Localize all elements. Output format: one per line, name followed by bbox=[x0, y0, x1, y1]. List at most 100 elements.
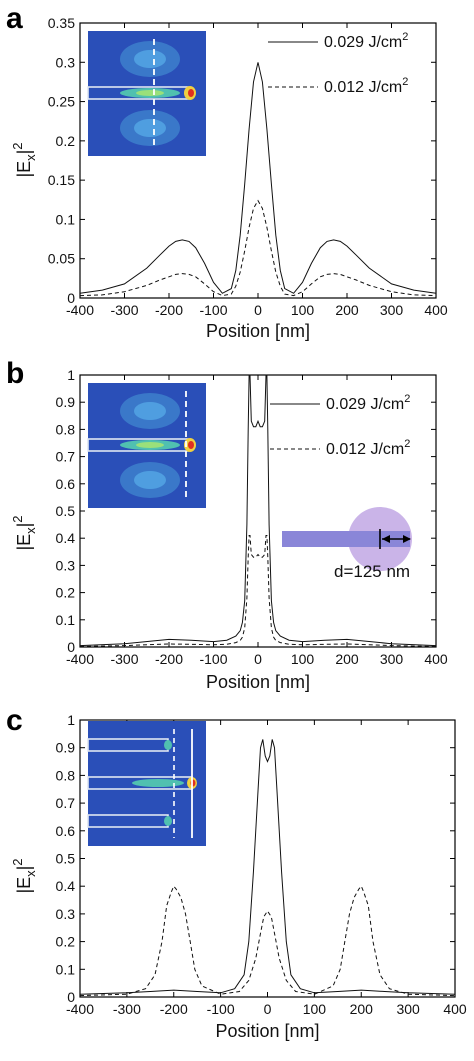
tip-schematic: d=125 nm bbox=[282, 507, 412, 581]
y-tick-label: 0.25 bbox=[48, 94, 75, 110]
legend-label-text: 0.029 J/cm bbox=[324, 34, 402, 51]
chart-b: b -400 -300 -200 -100 0 100 200 300 400 0 0.1 0.2 0.3… bbox=[6, 357, 448, 692]
x-tick-label: -200 bbox=[160, 1001, 188, 1017]
y-tick-label: 0.6 bbox=[56, 823, 76, 839]
y-tick-label: 0.5 bbox=[56, 851, 76, 867]
y-axis-title-base: |E bbox=[14, 161, 34, 178]
inset-lobe-bottom-core bbox=[134, 471, 166, 489]
y-tick-label: 0.1 bbox=[56, 211, 76, 227]
series-line-dashed bbox=[79, 535, 437, 647]
x-tick-label: 200 bbox=[335, 302, 359, 318]
y-tick-label: 0.05 bbox=[48, 251, 75, 267]
x-tick-label: 300 bbox=[380, 651, 404, 667]
x-tick-label: 100 bbox=[291, 651, 315, 667]
series-line-solid bbox=[79, 62, 437, 294]
y-tick-label: 0.5 bbox=[56, 503, 76, 519]
y-axis-title: |Ex|2 bbox=[10, 142, 38, 177]
wire-bar bbox=[282, 531, 410, 547]
dimension-label: d=125 nm bbox=[334, 562, 410, 581]
x-tick-label: 100 bbox=[303, 1001, 327, 1017]
x-tick-label: -100 bbox=[207, 1001, 235, 1017]
y-tick-label: 0.1 bbox=[56, 961, 76, 977]
x-tick-label: -400 bbox=[66, 302, 94, 318]
legend-label-sup: 2 bbox=[402, 76, 408, 88]
y-axis-title-text: |Ex|2 bbox=[10, 858, 38, 893]
series-line-solid bbox=[79, 739, 456, 995]
panel-letter: c bbox=[6, 706, 23, 737]
inset-tip-3 bbox=[164, 816, 172, 826]
x-tick-label: -100 bbox=[199, 651, 227, 667]
panel-a: a -400 -300 -200 -100 0 100 200 300 400 0 0.05 0.1 0.… bbox=[0, 0, 474, 353]
legend-label-sup: 2 bbox=[402, 31, 408, 43]
arrowhead-right bbox=[403, 535, 411, 543]
y-tick-label: 0.2 bbox=[56, 133, 76, 149]
y-tick-label: 0.7 bbox=[56, 449, 76, 465]
series-line-dashed bbox=[79, 885, 456, 997]
chart-c: c -400 -300 -200 -100 0 100 200 300 400 0 0.1 0.2 0.3… bbox=[6, 706, 467, 1041]
y-axis-title-base: |E bbox=[14, 534, 34, 551]
y-tick-label: 0.2 bbox=[56, 585, 76, 601]
x-axis-title: Position [nm] bbox=[206, 321, 310, 341]
legend-label-sup: 2 bbox=[404, 393, 410, 405]
legend-label-text: 0.012 J/cm bbox=[324, 79, 402, 96]
legend-label: 0.012 J/cm2 bbox=[324, 76, 408, 96]
x-tick-label: 100 bbox=[291, 302, 315, 318]
x-tick-label: 300 bbox=[380, 302, 404, 318]
x-tick-label: 0 bbox=[254, 302, 262, 318]
panel-letter: b bbox=[6, 357, 24, 390]
arrowhead-left bbox=[382, 535, 390, 543]
panel-letter: a bbox=[6, 2, 23, 35]
y-axis-title-sub: x bbox=[23, 527, 38, 534]
x-tick-label: -400 bbox=[66, 1001, 94, 1017]
legend-label-text: 0.029 J/cm bbox=[326, 396, 404, 413]
x-tick-label: -200 bbox=[155, 302, 183, 318]
y-tick-label: 0.8 bbox=[56, 421, 76, 437]
inset-field-map bbox=[87, 721, 206, 846]
inset-lobe-top-core bbox=[134, 50, 166, 68]
y-tick-label: 0.3 bbox=[56, 557, 76, 573]
y-axis-title-base: |E bbox=[14, 877, 34, 894]
inset-hotspot-core bbox=[188, 89, 194, 97]
y-tick-label: 0.4 bbox=[56, 878, 76, 894]
y-axis-title: |Ex|2 bbox=[10, 515, 38, 550]
legend-label-sup: 2 bbox=[404, 438, 410, 450]
y-axis-title-text: |Ex|2 bbox=[10, 142, 38, 177]
y-tick-label: 0.3 bbox=[56, 54, 76, 70]
inset-field-map bbox=[87, 383, 206, 508]
y-tick-label: 0.1 bbox=[56, 612, 76, 628]
x-tick-label: 0 bbox=[264, 1001, 272, 1017]
x-tick-label: -200 bbox=[155, 651, 183, 667]
y-axis-title-sup: 2 bbox=[10, 515, 25, 522]
inset-hotspot-core bbox=[188, 441, 194, 449]
x-tick-label: -300 bbox=[113, 1001, 141, 1017]
y-axis-title-sup: 2 bbox=[10, 858, 25, 865]
panel-c: c -400 -300 -200 -100 0 100 200 300 400 0 0.1 0.2 0.3… bbox=[0, 706, 474, 1059]
y-tick-label: 0.35 bbox=[48, 15, 75, 31]
x-tick-label: -300 bbox=[110, 651, 138, 667]
inset-field-band bbox=[132, 779, 184, 787]
inset-field-core bbox=[136, 90, 164, 96]
legend-label: 0.029 J/cm2 bbox=[326, 393, 410, 413]
y-tick-label: 0 bbox=[67, 639, 75, 655]
y-axis-title-text: |Ex|2 bbox=[10, 515, 38, 550]
x-tick-label: 400 bbox=[424, 302, 448, 318]
y-tick-label: 0.9 bbox=[56, 740, 76, 756]
y-axis-title-sup: 2 bbox=[10, 142, 25, 149]
y-axis-title-sub: x bbox=[23, 154, 38, 161]
legend-label: 0.029 J/cm2 bbox=[324, 31, 408, 51]
series-line-dashed bbox=[79, 199, 437, 297]
inset-lobe-top-core bbox=[134, 402, 166, 420]
inset-lobe-bottom-core bbox=[134, 119, 166, 137]
inset-tip-1 bbox=[164, 740, 172, 750]
y-tick-label: 0.3 bbox=[56, 906, 76, 922]
x-tick-label: 400 bbox=[443, 1001, 467, 1017]
y-tick-label: 0.4 bbox=[56, 530, 76, 546]
y-axis-title-bar: | bbox=[14, 523, 34, 528]
inset-field-map bbox=[87, 31, 206, 156]
x-tick-label: -100 bbox=[199, 302, 227, 318]
y-tick-label: 0 bbox=[67, 989, 75, 1005]
panel-b: b -400 -300 -200 -100 0 100 200 300 400 0 0.1 0.2 0.3… bbox=[0, 353, 474, 706]
x-axis-title: Position [nm] bbox=[206, 672, 310, 692]
x-tick-label: -300 bbox=[110, 302, 138, 318]
y-axis-title: |Ex|2 bbox=[10, 858, 38, 893]
